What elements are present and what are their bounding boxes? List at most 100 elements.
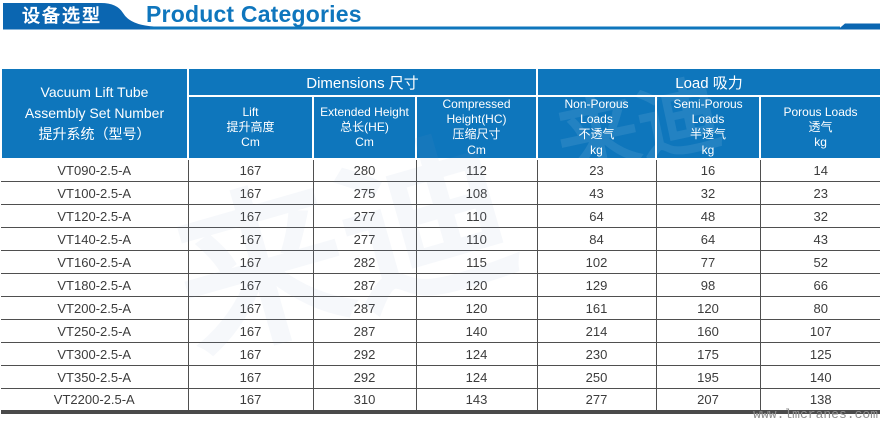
- model-cell: VT160-2.5-A: [1, 250, 188, 274]
- table-row: VT300-2.5-A 167 292 124 230 175 125: [1, 342, 880, 366]
- value-cell: 32: [759, 204, 880, 228]
- ribbon-right-accent: [838, 23, 880, 30]
- value-cell: 167: [187, 250, 313, 274]
- value-cell: 292: [312, 365, 416, 389]
- value-cell: 277: [312, 227, 416, 251]
- value-cell: 43: [536, 181, 657, 205]
- value-cell: 110: [415, 204, 538, 228]
- value-cell: 84: [536, 227, 657, 251]
- value-cell: 161: [536, 296, 657, 320]
- page-header: 设备选型 Product Categories: [0, 0, 880, 42]
- model-cell: VT350-2.5-A: [1, 365, 188, 389]
- table-row: VT120-2.5-A 167 277 110 64 48 32: [1, 204, 880, 228]
- model-cell: VT120-2.5-A: [1, 204, 188, 228]
- value-cell: 167: [187, 296, 313, 320]
- product-spec-table: Vacuum Lift Tube Assembly Set Number 提升系…: [0, 67, 880, 414]
- value-cell: 120: [655, 296, 761, 320]
- ribbon-underline: [150, 26, 840, 30]
- model-cell: VT2200-2.5-A: [1, 388, 188, 412]
- value-cell: 98: [655, 273, 761, 297]
- value-cell: 124: [415, 365, 538, 389]
- value-cell: 120: [415, 296, 538, 320]
- value-cell: 167: [187, 273, 313, 297]
- value-cell: 287: [312, 319, 416, 343]
- value-cell: 107: [759, 319, 880, 343]
- value-cell: 125: [759, 342, 880, 366]
- column-header-model: Vacuum Lift Tube Assembly Set Number 提升系…: [0, 67, 189, 160]
- value-cell: 138: [759, 388, 880, 412]
- value-cell: 77: [655, 250, 761, 274]
- column-header-non-porous: Non-Porous Loads 不透气 kg: [536, 95, 658, 160]
- value-cell: 310: [312, 388, 416, 412]
- model-cell: VT300-2.5-A: [1, 342, 188, 366]
- value-cell: 23: [759, 181, 880, 205]
- group-header-row: Vacuum Lift Tube Assembly Set Number 提升系…: [0, 67, 880, 160]
- table-row: VT160-2.5-A 167 282 115 102 77 52: [1, 250, 880, 274]
- model-cell: VT100-2.5-A: [1, 181, 188, 205]
- column-header-extended-height: Extended Height 总长(HE) Cm: [312, 95, 417, 160]
- value-cell: 48: [655, 204, 761, 228]
- table-row: VT100-2.5-A 167 275 108 43 32 23: [1, 181, 880, 205]
- table-row: VT350-2.5-A 167 292 124 250 195 140: [1, 365, 880, 389]
- value-cell: 140: [415, 319, 538, 343]
- model-cell: VT090-2.5-A: [1, 158, 188, 182]
- value-cell: 115: [415, 250, 538, 274]
- value-cell: 287: [312, 273, 416, 297]
- value-cell: 16: [655, 158, 761, 182]
- column-header-compressed-height: Compressed Height(HC) 压缩尺寸 Cm: [414, 95, 539, 160]
- value-cell: 108: [415, 181, 538, 205]
- value-cell: 175: [655, 342, 761, 366]
- value-cell: 14: [759, 158, 880, 182]
- header-ribbon-shape: [3, 3, 880, 30]
- section-tab-label: 设备选型: [22, 6, 102, 26]
- model-cell: VT180-2.5-A: [1, 273, 188, 297]
- value-cell: 167: [187, 158, 313, 182]
- value-cell: 292: [312, 342, 416, 366]
- value-cell: 110: [415, 227, 538, 251]
- table-row: VT180-2.5-A 167 287 120 129 98 66: [1, 273, 880, 297]
- value-cell: 23: [536, 158, 657, 182]
- value-cell: 167: [187, 342, 313, 366]
- value-cell: 102: [536, 250, 657, 274]
- table-row: VT2200-2.5-A 167 310 143 277 207 138: [1, 388, 880, 412]
- table-row: VT090-2.5-A 167 280 112 23 16 14: [1, 158, 880, 182]
- value-cell: 66: [759, 273, 880, 297]
- value-cell: 160: [655, 319, 761, 343]
- value-cell: 280: [312, 158, 416, 182]
- column-header-semi-porous: Semi-Porous Loads 半透气 kg: [655, 95, 762, 160]
- column-header-lift: Lift 提升高度 Cm: [187, 95, 314, 160]
- value-cell: 250: [536, 365, 657, 389]
- table-row: VT140-2.5-A 167 277 110 84 64 43: [1, 227, 880, 251]
- value-cell: 140: [759, 365, 880, 389]
- model-cell: VT140-2.5-A: [1, 227, 188, 251]
- value-cell: 52: [759, 250, 880, 274]
- value-cell: 207: [655, 388, 761, 412]
- value-cell: 277: [536, 388, 657, 412]
- value-cell: 167: [187, 227, 313, 251]
- value-cell: 277: [312, 204, 416, 228]
- value-cell: 282: [312, 250, 416, 274]
- value-cell: 167: [187, 388, 313, 412]
- value-cell: 129: [536, 273, 657, 297]
- value-cell: 43: [759, 227, 880, 251]
- value-cell: 214: [536, 319, 657, 343]
- value-cell: 230: [536, 342, 657, 366]
- value-cell: 167: [187, 319, 313, 343]
- value-cell: 64: [536, 204, 657, 228]
- value-cell: 167: [187, 204, 313, 228]
- value-cell: 275: [312, 181, 416, 205]
- model-cell: VT200-2.5-A: [1, 296, 188, 320]
- value-cell: 112: [415, 158, 538, 182]
- ribbon-tab-shape: [3, 3, 154, 30]
- column-group-load: Load 吸力: [536, 67, 880, 97]
- value-cell: 80: [759, 296, 880, 320]
- value-cell: 167: [187, 181, 313, 205]
- value-cell: 124: [415, 342, 538, 366]
- table-row: VT200-2.5-A 167 287 120 161 120 80: [1, 296, 880, 320]
- table-header: Vacuum Lift Tube Assembly Set Number 提升系…: [0, 67, 880, 160]
- value-cell: 167: [187, 365, 313, 389]
- column-group-dimensions: Dimensions 尺寸: [186, 67, 539, 97]
- value-cell: 143: [415, 388, 538, 412]
- value-cell: 120: [415, 273, 538, 297]
